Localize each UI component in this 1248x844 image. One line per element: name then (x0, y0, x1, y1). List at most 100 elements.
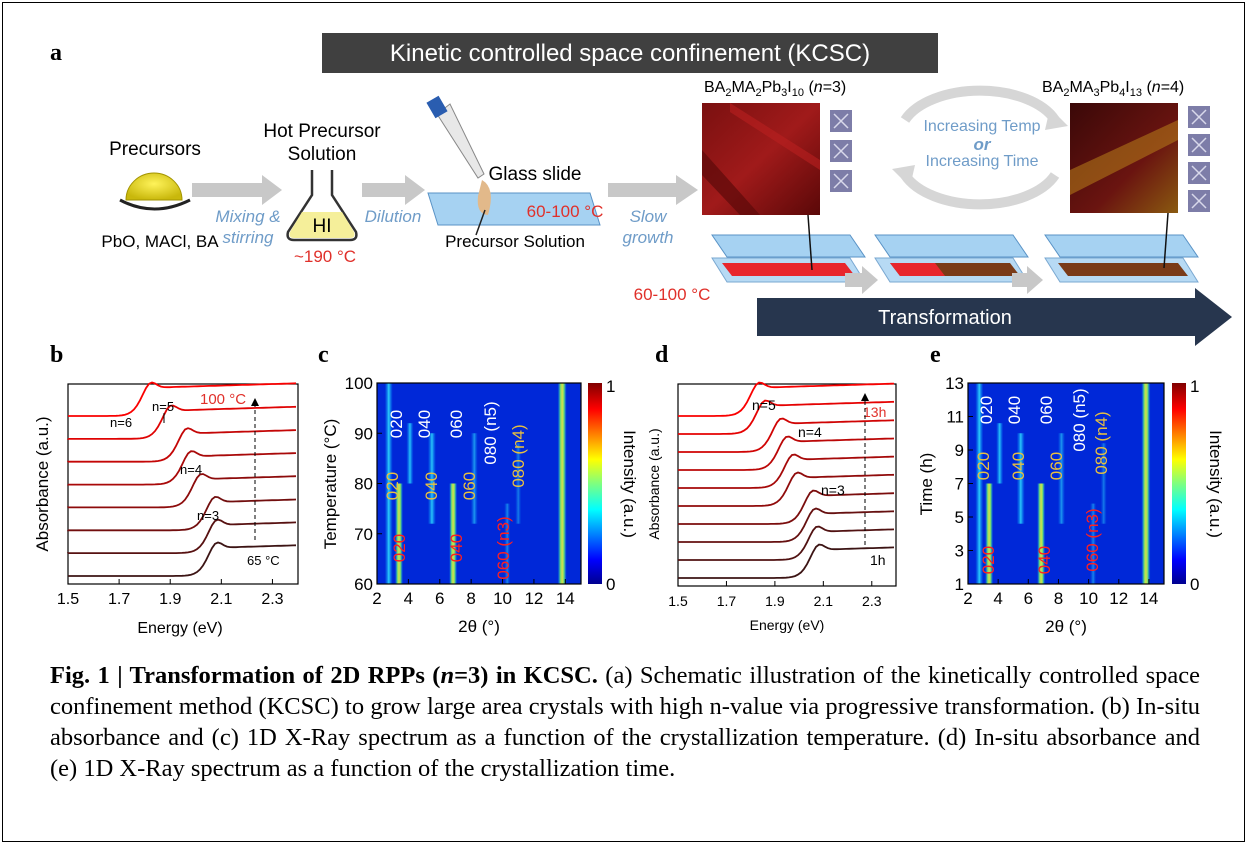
diffraction-streak (406, 423, 414, 484)
y-tick-label: 13 (945, 374, 964, 393)
caption-text: (a) Schematic illustration of the kineti… (50, 662, 1200, 782)
bottom-temp-label: 60-100 °C (634, 285, 711, 304)
cycle-arrow-bottom (900, 172, 1060, 210)
absorbance-curve (67, 404, 297, 440)
x-tick-label: 14 (556, 589, 575, 608)
diffraction-streak (470, 433, 478, 524)
absorbance-curve (678, 399, 895, 435)
x-tick-label: 2 (963, 589, 972, 608)
chart-e-ann-040-n3: 040 (1035, 546, 1054, 574)
chart-d-frame (677, 383, 897, 587)
precursors-label: Precursors (109, 139, 201, 160)
slow-growth-label-2: growth (622, 228, 673, 247)
x-tick-label: 8 (1054, 589, 1063, 608)
absorbance-curve (67, 427, 297, 463)
x-tick-label: 10 (1079, 589, 1098, 608)
n4-lattice-icon (1188, 106, 1210, 212)
panel-label-d: d (655, 342, 669, 368)
diffraction-streak (1090, 503, 1097, 584)
chart-c-cbar-max: 1 (606, 377, 615, 396)
absorbance-curve (68, 381, 297, 417)
panel-label-a: a (50, 40, 62, 66)
loop-time-label: Increasing Time (926, 153, 1039, 170)
chart-c-ann-020-n3: 020 (390, 534, 409, 562)
chart-d-ann-n5: n=5 (752, 397, 776, 413)
n3-formula: BA2MA2Pb3I10 (n=3) (704, 79, 846, 99)
panel-label-c: c (318, 342, 329, 368)
chart-d-ann-13h: 13h (863, 404, 886, 420)
absorbance-curve (678, 381, 895, 417)
figure-caption: Fig. 1 | Transformation of 2D RPPs (n=3)… (50, 660, 1200, 784)
chart-c-ann-020-n4: 020 (383, 472, 402, 500)
chart-c-ann-060-n5: 060 (447, 410, 466, 438)
absorbance-curve (678, 507, 895, 543)
x-tick-label: 2 (372, 589, 381, 608)
y-tick-label: 9 (955, 441, 964, 460)
chart-b-ann-n3: n=3 (197, 508, 219, 523)
stack-arrow-2 (1012, 266, 1043, 294)
diffraction-streak (557, 383, 567, 584)
pipette-icon (426, 95, 485, 179)
precursor-solution-label: Precursor Solution (445, 232, 585, 251)
absorbance-curve (67, 495, 297, 532)
precursor-pointer-line (475, 209, 486, 236)
n3-lattice-icon (830, 110, 852, 192)
diffraction-streak (384, 383, 393, 584)
absorbance-curve (678, 489, 895, 525)
absorbance-curve (678, 543, 895, 579)
absorbance-curve (67, 518, 297, 554)
chart-e-cbar-max: 1 (1190, 377, 1199, 396)
erlenmeyer-flask-icon (286, 170, 358, 242)
chart-b-ann-65c: 65 °C (247, 553, 280, 568)
absorbance-curve (678, 525, 895, 561)
loop-or-label: or (974, 135, 992, 154)
x-tick-label: 1.9 (159, 591, 181, 608)
panel-label-b: b (50, 342, 63, 368)
chart-d-curves (678, 381, 895, 579)
chart-e-colorbar (1172, 383, 1186, 584)
diffraction-streak (449, 483, 458, 584)
chart-e-ann-020-n3: 020 (979, 546, 998, 574)
absorbance-curve (678, 417, 895, 453)
x-tick-label: 1.5 (668, 593, 688, 609)
absorbance-curve (678, 435, 895, 471)
chart-e-cbar-min: 0 (1190, 575, 1199, 594)
chart-e-ann-040-n5: 040 (1005, 396, 1024, 424)
chart-c-colorbar (588, 383, 602, 584)
diffraction-streak (985, 483, 994, 584)
x-tick-label: 6 (435, 589, 444, 608)
x-tick-label: 2.3 (261, 591, 283, 608)
y-tick-label: 7 (955, 475, 964, 494)
diffraction-streak (975, 383, 984, 584)
chart-c-ann-040-n3: 040 (447, 534, 466, 562)
x-tick-label: 12 (1109, 589, 1128, 608)
chart-b-xlabel: Energy (eV) (137, 620, 222, 637)
chart-c-ann-080-n4: 080 (n4) (509, 424, 528, 487)
precursor-powder-icon (125, 172, 183, 201)
stack-arrow-1 (845, 266, 878, 294)
y-tick-label: 11 (946, 408, 964, 427)
y-tick-label: 5 (955, 508, 964, 527)
y-tick-label: 100 (345, 374, 373, 393)
chart-e-ann-020-n5: 020 (977, 396, 996, 424)
loop-temp-label: Increasing Temp (923, 118, 1040, 135)
diffraction-streak (1037, 483, 1046, 584)
watch-glass-icon (119, 198, 191, 211)
x-tick-label: 8 (466, 589, 475, 608)
chart-b-ticks: 1.5 1.7 1.9 2.1 2.3 (57, 579, 284, 608)
x-tick-label: 6 (1024, 589, 1033, 608)
caption-n-italic: n (440, 662, 455, 689)
chart-e-ylabel: Time (h) (917, 453, 936, 516)
chart-c: 2 4 6 8 10 12 14 60 70 80 90 100 1 0 Intensity (a.u… (321, 374, 639, 636)
process-arrow-3 (608, 175, 698, 205)
x-tick-label: 14 (1139, 589, 1158, 608)
dilution-label: Dilution (365, 207, 422, 226)
mixing-label-1: Mixing & (215, 207, 280, 226)
slide-stack-2 (874, 234, 1029, 283)
chart-e-ann-060-n4: 060 (1047, 452, 1066, 480)
absorbance-curve (678, 471, 895, 507)
x-tick-label: 2.3 (862, 593, 882, 609)
